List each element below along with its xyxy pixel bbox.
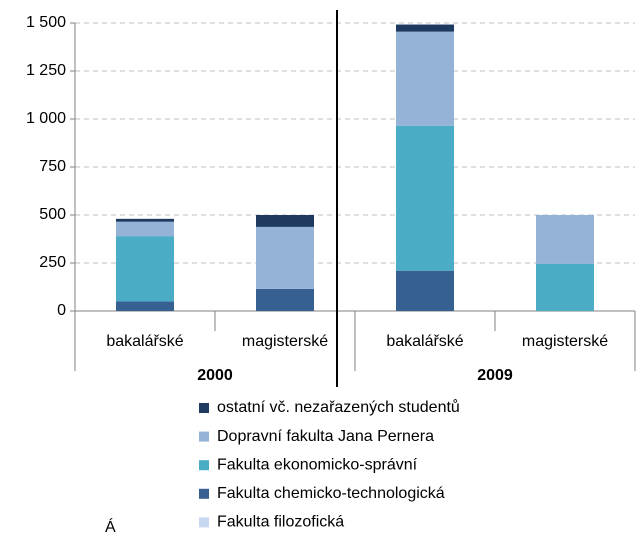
legend-label: Fakulta chemicko-technologická — [217, 485, 445, 502]
footnote: Á — [105, 517, 116, 535]
legend-swatch — [199, 431, 209, 442]
y-tick-label: 1 000 — [26, 110, 66, 127]
y-tick-label: 750 — [39, 158, 66, 175]
legend-swatch — [199, 517, 209, 528]
bar-segment — [396, 270, 454, 311]
bar-segment — [116, 236, 174, 302]
legend-label: ostatní vč. nezařazených studentů — [217, 398, 460, 416]
legend-label: Fakulta filozofická — [217, 514, 344, 531]
legend-swatch — [199, 488, 209, 499]
y-tick-label: 250 — [39, 254, 66, 271]
bar-segment — [116, 218, 174, 222]
bar-segment — [256, 215, 314, 227]
group-label: 2009 — [477, 367, 513, 384]
y-tick-label: 1 250 — [26, 62, 66, 79]
y-tick-label: 1 500 — [26, 14, 66, 31]
x-tick-label: magisterské — [522, 333, 608, 350]
group-label: 2000 — [197, 367, 233, 384]
legend-label: Fakulta ekonomicko-správní — [217, 456, 418, 473]
bar-segment — [256, 288, 314, 311]
x-tick-label: bakalářské — [386, 333, 463, 350]
bar-segment — [396, 31, 454, 126]
legend-swatch — [199, 403, 209, 413]
x-tick-label: magisterské — [242, 333, 328, 350]
legend-swatch — [199, 460, 209, 471]
bar-segment — [256, 226, 314, 289]
bar-segment — [536, 215, 594, 264]
bar-segment — [536, 263, 594, 311]
x-tick-label: bakalářské — [106, 333, 183, 350]
y-tick-label: 0 — [57, 302, 66, 319]
bar-segment — [396, 24, 454, 32]
bar-segment — [116, 221, 174, 237]
bar-segment — [396, 125, 454, 271]
y-tick-label: 500 — [39, 206, 66, 223]
bar-segment — [116, 301, 174, 311]
legend-label: Dopravní fakulta Jana Pernera — [217, 428, 434, 445]
